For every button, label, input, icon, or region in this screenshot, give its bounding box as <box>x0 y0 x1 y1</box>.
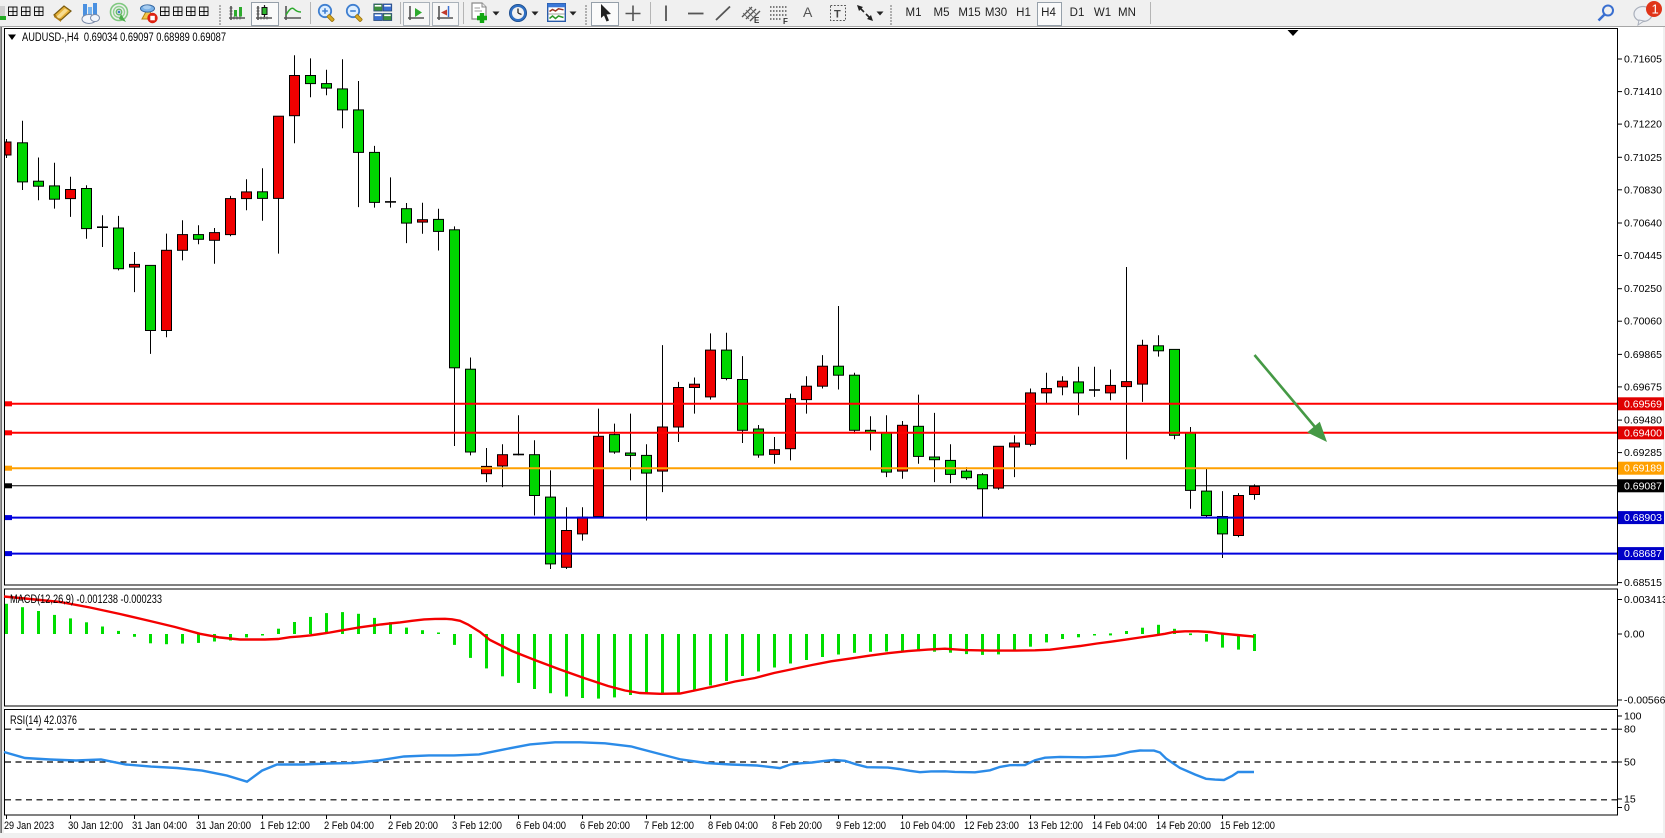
svg-text:13 Feb 12:00: 13 Feb 12:00 <box>1028 820 1083 832</box>
svg-text:RSI(14) 42.0376: RSI(14) 42.0376 <box>10 715 77 727</box>
svg-text:14 Feb 20:00: 14 Feb 20:00 <box>1156 820 1211 832</box>
svg-text:3 Feb 12:00: 3 Feb 12:00 <box>452 820 502 832</box>
svg-text:0.68687: 0.68687 <box>1624 548 1662 560</box>
svg-text:MACD(12,26,9) -0.001238 -0.000: MACD(12,26,9) -0.001238 -0.000233 <box>10 594 162 606</box>
svg-text:8 Feb 04:00: 8 Feb 04:00 <box>708 820 758 832</box>
svg-text:80: 80 <box>1624 724 1636 736</box>
svg-text:31 Jan 20:00: 31 Jan 20:00 <box>196 820 251 832</box>
svg-text:0.69675: 0.69675 <box>1624 381 1662 393</box>
svg-text:AUDUSD-,H4 0.69034 0.69097 0.: AUDUSD-,H4 0.69034 0.69097 0.68989 0.690… <box>22 32 226 44</box>
svg-text:F: F <box>783 17 788 25</box>
svg-text:2 Feb 20:00: 2 Feb 20:00 <box>388 820 438 832</box>
svg-text:7 Feb 12:00: 7 Feb 12:00 <box>644 820 694 832</box>
svg-text:0.70640: 0.70640 <box>1624 218 1662 230</box>
svg-text:1: 1 <box>1652 2 1659 17</box>
svg-text:15 Feb 12:00: 15 Feb 12:00 <box>1220 820 1275 832</box>
svg-text:15: 15 <box>1624 794 1636 806</box>
svg-text:0: 0 <box>1624 802 1630 814</box>
svg-text:0.69087: 0.69087 <box>1624 480 1662 492</box>
svg-text:29 Jan 2023: 29 Jan 2023 <box>4 820 54 832</box>
svg-text:0.70060: 0.70060 <box>1624 316 1662 328</box>
svg-text:50: 50 <box>1624 757 1636 769</box>
svg-text:E: E <box>754 16 760 25</box>
svg-text:0.69285: 0.69285 <box>1624 447 1662 459</box>
svg-text:0.69400: 0.69400 <box>1624 427 1662 439</box>
svg-text:0.00: 0.00 <box>1624 629 1645 641</box>
svg-text:0.70445: 0.70445 <box>1624 250 1662 262</box>
svg-text:0.68903: 0.68903 <box>1624 512 1662 524</box>
svg-text:14 Feb 04:00: 14 Feb 04:00 <box>1092 820 1147 832</box>
svg-text:-0.005669: -0.005669 <box>1624 695 1665 707</box>
svg-text:0.68515: 0.68515 <box>1624 577 1662 589</box>
svg-text:0.69865: 0.69865 <box>1624 349 1662 361</box>
svg-text:31 Jan 04:00: 31 Jan 04:00 <box>132 820 187 832</box>
svg-text:30 Jan 12:00: 30 Jan 12:00 <box>68 820 123 832</box>
svg-text:0.70250: 0.70250 <box>1624 283 1662 295</box>
svg-text:0.71605: 0.71605 <box>1624 54 1662 66</box>
svg-text:0.69189: 0.69189 <box>1624 463 1662 475</box>
svg-text:6 Feb 20:00: 6 Feb 20:00 <box>580 820 630 832</box>
svg-text:2 Feb 04:00: 2 Feb 04:00 <box>324 820 374 832</box>
svg-text:0.71025: 0.71025 <box>1624 152 1662 164</box>
svg-text:9 Feb 12:00: 9 Feb 12:00 <box>836 820 886 832</box>
svg-text:8 Feb 20:00: 8 Feb 20:00 <box>772 820 822 832</box>
svg-text:T: T <box>834 9 841 21</box>
svg-text:0.71220: 0.71220 <box>1624 119 1662 131</box>
svg-text:0.69569: 0.69569 <box>1624 398 1662 410</box>
svg-text:0.70830: 0.70830 <box>1624 184 1662 196</box>
svg-text:100: 100 <box>1624 711 1642 723</box>
svg-text:0.69480: 0.69480 <box>1624 415 1662 427</box>
svg-text:0.003413: 0.003413 <box>1624 594 1665 606</box>
svg-text:6 Feb 04:00: 6 Feb 04:00 <box>516 820 566 832</box>
svg-text:12 Feb 23:00: 12 Feb 23:00 <box>964 820 1019 832</box>
svg-text:10 Feb 04:00: 10 Feb 04:00 <box>900 820 955 832</box>
svg-text:1 Feb 12:00: 1 Feb 12:00 <box>260 820 310 832</box>
svg-text:0.71410: 0.71410 <box>1624 86 1662 98</box>
